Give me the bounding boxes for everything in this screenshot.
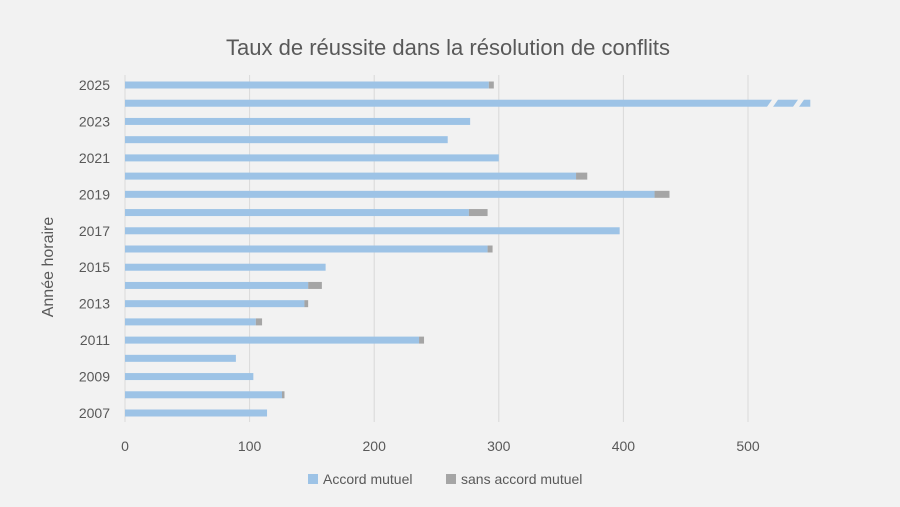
bar-accord-2015 xyxy=(125,263,326,271)
bar-accord-2018 xyxy=(125,209,469,217)
legend-swatch xyxy=(308,474,318,484)
y-tick-label: 2015 xyxy=(79,259,110,275)
bar-accord-2016 xyxy=(125,245,488,253)
y-tick-label: 2009 xyxy=(79,369,110,385)
y-tick-label: 2017 xyxy=(79,223,110,239)
bar-accord-2023 xyxy=(125,117,471,125)
legend: Accord mutuel sans accord mutuel xyxy=(308,471,582,487)
y-axis-title: Année horaire xyxy=(40,217,57,318)
bar-accord-2011 xyxy=(125,336,420,344)
x-tick-label: 0 xyxy=(121,438,129,454)
bar-accord-2017 xyxy=(125,227,620,235)
bar-accord-2022 xyxy=(125,136,448,144)
x-tick-label: 200 xyxy=(363,438,387,454)
bar-sans-accord-2020 xyxy=(576,172,588,180)
bar-sans-accord-2011 xyxy=(419,336,425,344)
bar-accord-2009 xyxy=(125,373,254,381)
y-tick-label: 2011 xyxy=(80,332,110,348)
bar-sans-accord-2008 xyxy=(281,391,285,399)
bar-sans-accord-2019 xyxy=(654,190,670,198)
y-tick-label: 2023 xyxy=(79,113,110,129)
bar-accord-2010 xyxy=(125,354,236,362)
bar-accord-2012 xyxy=(125,318,256,326)
y-tick-label: 2013 xyxy=(79,296,110,312)
bar-accord-2019 xyxy=(125,190,655,198)
x-tick-label: 400 xyxy=(612,438,636,454)
y-tick-label: 2019 xyxy=(79,186,110,202)
bar-accord-2013 xyxy=(125,300,305,308)
bars xyxy=(125,81,811,417)
x-tick-label: 100 xyxy=(238,438,262,454)
legend-label: sans accord mutuel xyxy=(461,471,582,487)
y-tick-labels: 2007 2009 2011 2013 2015 2017 2019 2021 2023 2025 xyxy=(79,77,110,421)
bar-accord-2025 xyxy=(125,81,489,89)
bar-accord-2020 xyxy=(125,172,577,180)
bar-sans-accord-2018 xyxy=(468,209,488,217)
bar-sans-accord-2014 xyxy=(308,281,322,289)
axis-break-mark xyxy=(766,98,779,109)
bar-accord-2014 xyxy=(125,281,309,289)
bar-accord-2008 xyxy=(125,391,282,399)
bar-accord-2024 xyxy=(125,99,811,107)
bar-sans-accord-2012 xyxy=(255,318,263,326)
x-tick-labels: 0 100 200 300 400 500 xyxy=(121,438,760,454)
legend-swatch xyxy=(446,474,456,484)
bar-accord-2021 xyxy=(125,154,499,162)
axis-break-mark xyxy=(792,98,805,109)
y-tick-label: 2007 xyxy=(79,405,110,421)
bar-accord-2007 xyxy=(125,409,268,417)
x-tick-label: 300 xyxy=(487,438,511,454)
y-tick-label: 2025 xyxy=(79,77,110,93)
chart-title: Taux de réussite dans la résolution de c… xyxy=(226,35,670,60)
y-tick-label: 2021 xyxy=(79,150,110,166)
bar-sans-accord-2013 xyxy=(304,300,309,308)
bar-sans-accord-2025 xyxy=(488,81,494,89)
x-tick-label: 500 xyxy=(736,438,760,454)
legend-label: Accord mutuel xyxy=(323,471,412,487)
bar-sans-accord-2016 xyxy=(487,245,493,253)
